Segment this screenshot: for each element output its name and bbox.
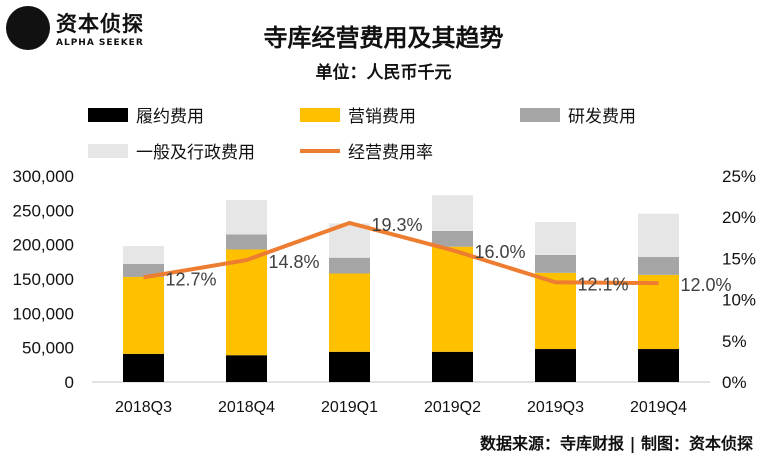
rate-label: 19.3% bbox=[372, 215, 423, 235]
y2-tick-label: 10% bbox=[722, 291, 756, 310]
bar-segment bbox=[535, 222, 576, 255]
chart-unit: 单位：人民币千元 bbox=[315, 63, 452, 83]
y2-tick-label: 15% bbox=[722, 249, 756, 268]
y-tick-label: 50,000 bbox=[22, 339, 74, 358]
legend-item: 研发费用 bbox=[520, 102, 636, 127]
y2-tick-label: 25% bbox=[722, 167, 756, 186]
x-tick-label: 2018Q3 bbox=[115, 399, 172, 416]
legend-item: 营销费用 bbox=[300, 102, 416, 127]
bar-segment bbox=[432, 246, 473, 352]
rate-label: 12.1% bbox=[578, 274, 629, 294]
bar-segment bbox=[535, 349, 576, 382]
y-tick-label: 250,000 bbox=[13, 201, 74, 220]
x-tick-label: 2018Q4 bbox=[218, 399, 275, 416]
y2-tick-label: 20% bbox=[722, 208, 756, 227]
rate-line bbox=[143, 220, 659, 286]
bar-segment bbox=[432, 195, 473, 231]
bar-segment bbox=[226, 234, 267, 250]
bar-segment bbox=[638, 257, 679, 275]
bar-segment bbox=[432, 351, 473, 382]
legend-item: 经营费用率 bbox=[300, 138, 433, 163]
y-tick-label: 0 bbox=[65, 373, 74, 392]
legend-item: 一般及行政费用 bbox=[88, 138, 255, 163]
logo: 资本侦探 ALPHA SEEKER bbox=[6, 6, 144, 50]
bar-segment bbox=[123, 276, 164, 354]
rate-label: 12.0% bbox=[681, 275, 732, 295]
bar-segment bbox=[638, 213, 679, 258]
bar-segment bbox=[638, 349, 679, 382]
bar-segment bbox=[329, 351, 370, 382]
chart-title: 寺库经营费用及其趋势 bbox=[263, 24, 504, 52]
bar-segment bbox=[226, 249, 267, 356]
rate-label: 12.7% bbox=[166, 269, 217, 289]
y2-tick-label: 0% bbox=[722, 373, 747, 392]
logo-cn: 资本侦探 bbox=[56, 12, 144, 36]
bar-segment bbox=[123, 246, 164, 264]
bar-segment bbox=[535, 254, 576, 273]
y-tick-label: 200,000 bbox=[13, 236, 74, 255]
bar-segment bbox=[329, 257, 370, 274]
y2-tick-label: 5% bbox=[722, 332, 747, 351]
detective-logo-icon bbox=[6, 6, 50, 50]
x-tick-label: 2019Q2 bbox=[424, 399, 481, 416]
y-tick-label: 100,000 bbox=[13, 304, 74, 323]
bar-segment bbox=[226, 200, 267, 235]
bar-segment bbox=[329, 273, 370, 352]
rate-label: 14.8% bbox=[269, 252, 320, 272]
x-tick-label: 2019Q1 bbox=[321, 399, 378, 416]
bar-segment bbox=[226, 355, 267, 382]
bar-segment bbox=[123, 353, 164, 382]
bar-segment bbox=[535, 272, 576, 350]
bar-segment bbox=[432, 230, 473, 247]
bar-segment bbox=[638, 274, 679, 350]
y-tick-label: 300,000 bbox=[13, 167, 74, 186]
x-tick-label: 2019Q4 bbox=[630, 399, 687, 416]
legend-item: 履约费用 bbox=[88, 102, 204, 127]
x-tick-label: 2019Q3 bbox=[527, 399, 584, 416]
rate-label: 16.0% bbox=[475, 242, 526, 262]
source-note: 数据来源：寺库财报 | 制图：资本侦探 bbox=[480, 434, 753, 453]
logo-en: ALPHA SEEKER bbox=[56, 38, 144, 48]
y-tick-label: 150,000 bbox=[13, 270, 74, 289]
